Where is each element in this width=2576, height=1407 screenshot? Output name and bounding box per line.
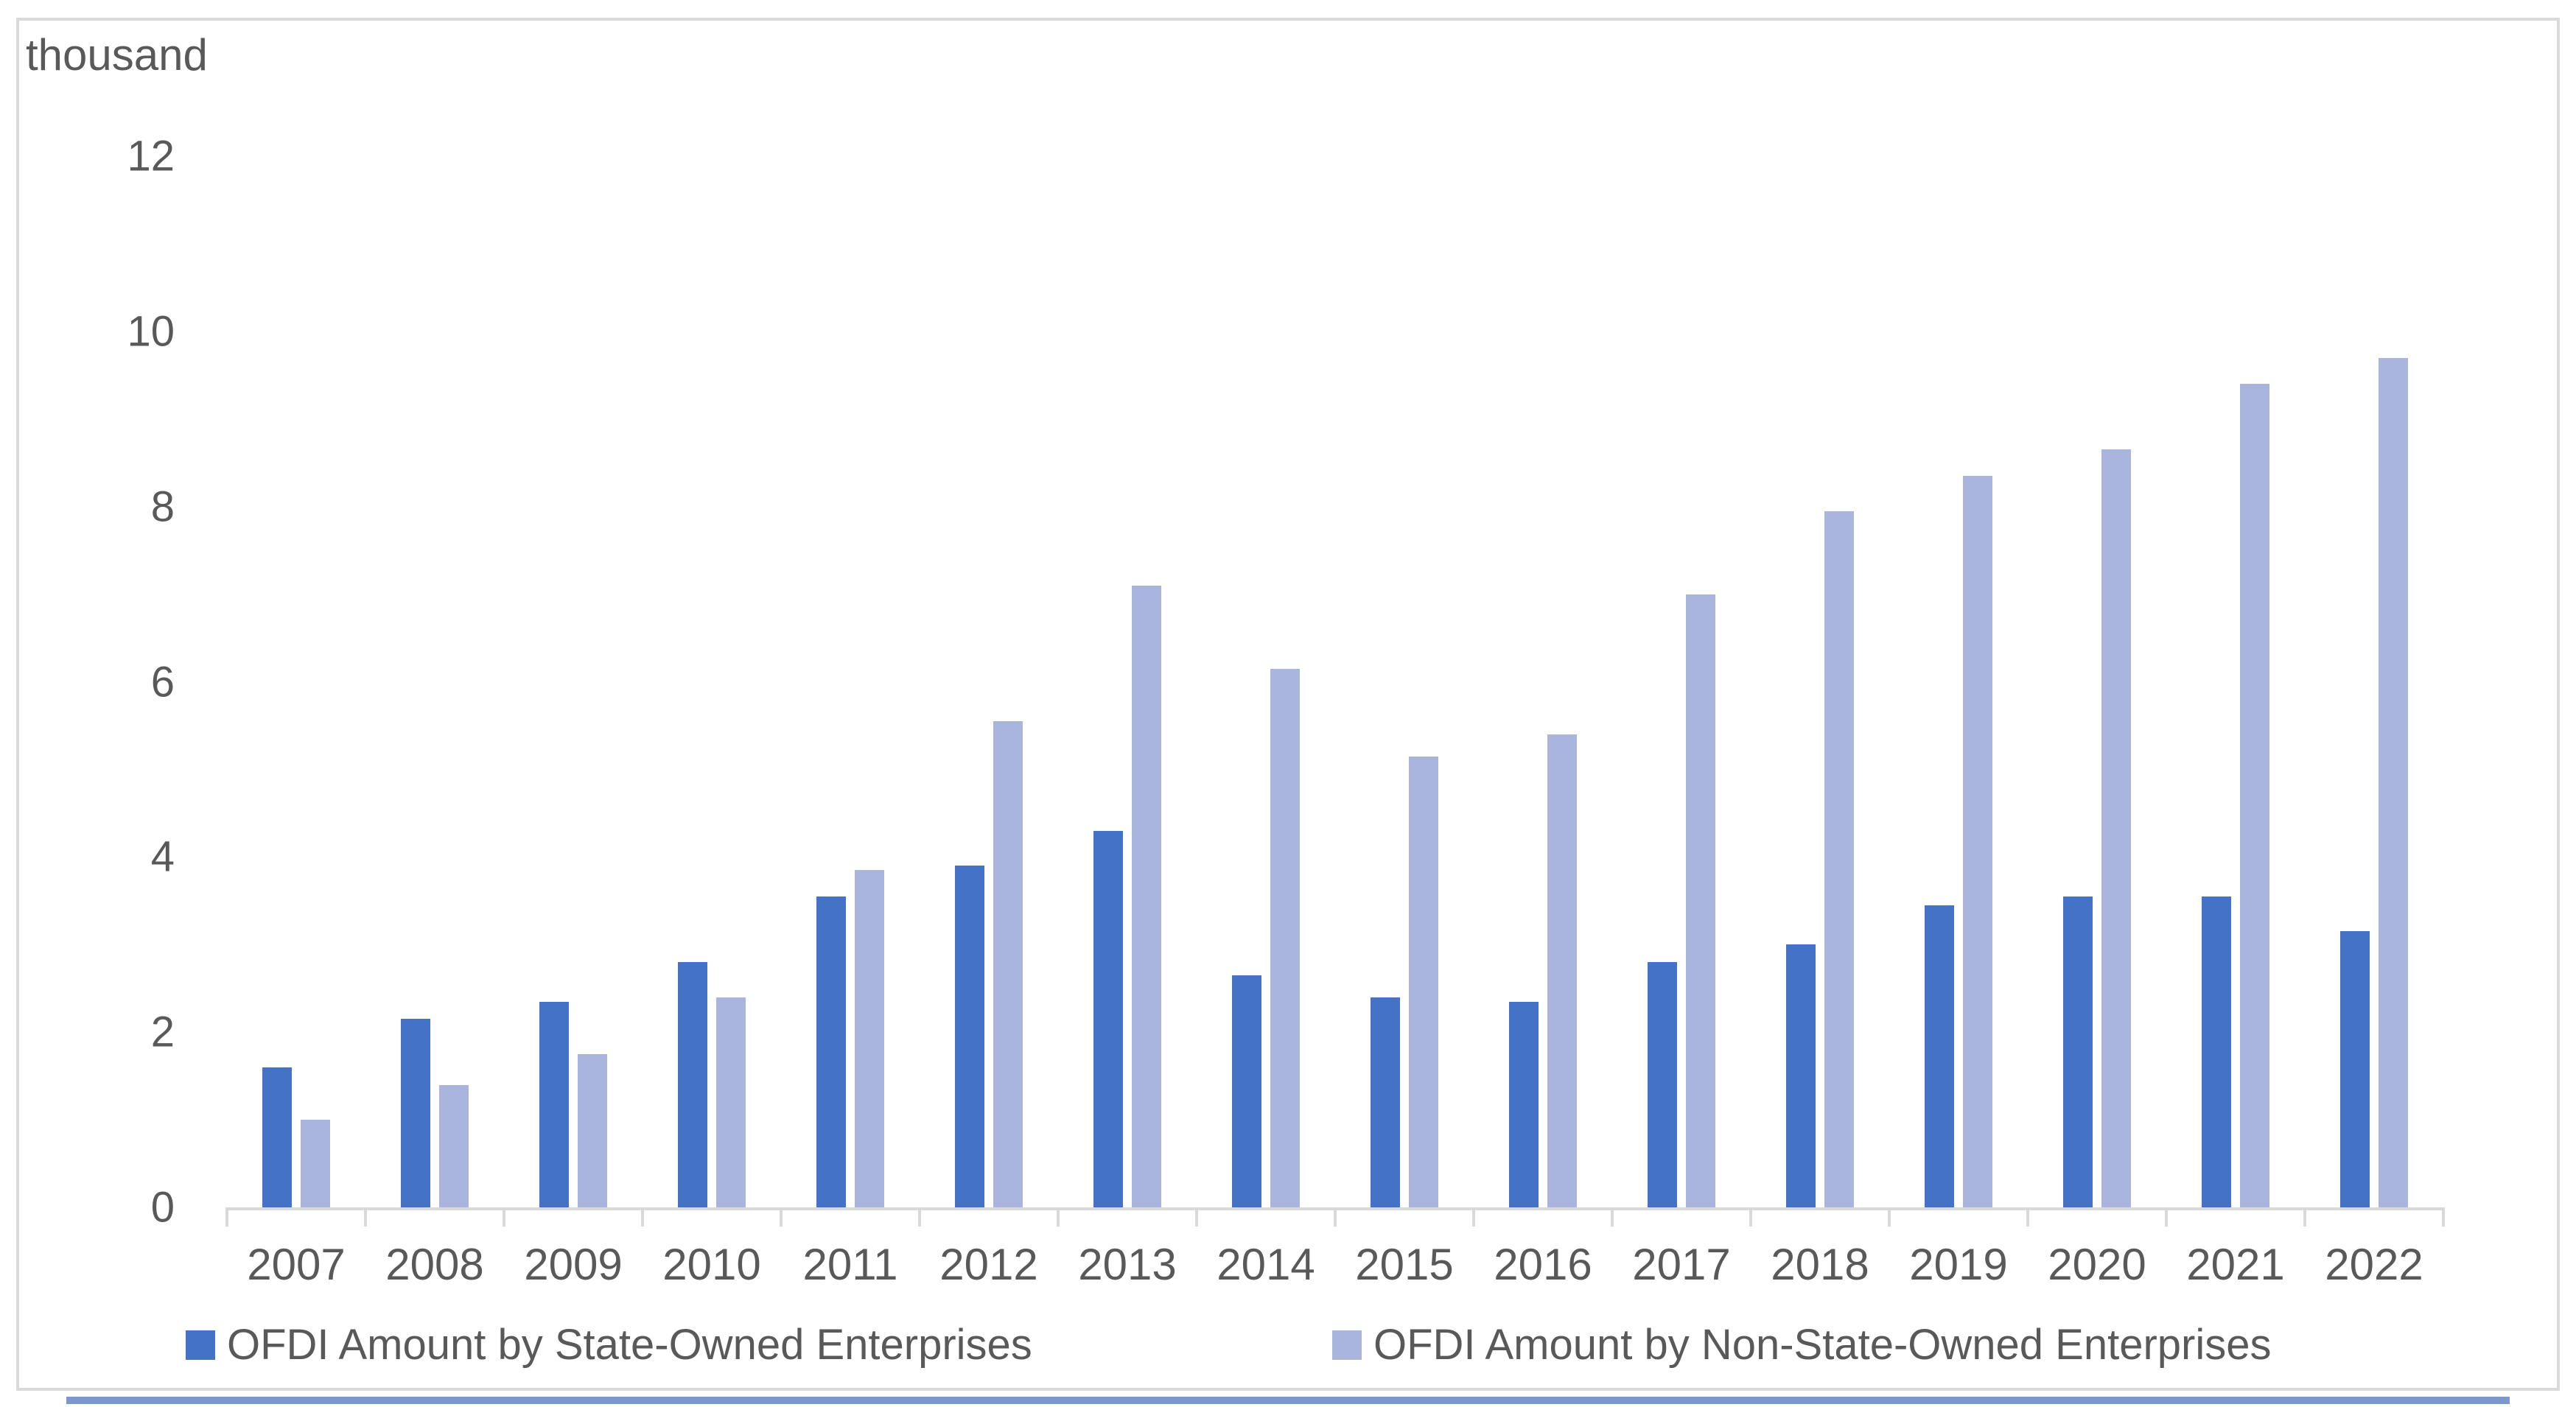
x-axis-tick-mark [1888, 1207, 1891, 1227]
legend-item-soe: OFDI Amount by State-Owned Enterprises [186, 1320, 1032, 1369]
x-axis-tick-mark [641, 1207, 644, 1227]
bar-nsoe-2019 [1963, 476, 1992, 1207]
y-axis-tick-label-4: 4 [150, 832, 175, 881]
x-axis-tick-label-2016: 2016 [1494, 1240, 1592, 1289]
x-axis-tick-mark [780, 1207, 783, 1227]
bar-nsoe-2013 [1132, 585, 1161, 1207]
bar-nsoe-2009 [578, 1053, 607, 1207]
bar-nsoe-2014 [1270, 668, 1300, 1207]
x-axis-tick-mark [225, 1207, 228, 1227]
x-axis-tick-label-2017: 2017 [1632, 1240, 1731, 1289]
bar-soe-2018 [1786, 944, 1816, 1207]
x-axis-tick-label-2022: 2022 [2325, 1240, 2423, 1289]
bar-soe-2016 [1509, 1001, 1539, 1207]
x-axis-tick-mark [503, 1207, 505, 1227]
x-axis-tick-mark [1195, 1207, 1198, 1227]
x-axis-tick-label-2010: 2010 [662, 1240, 761, 1289]
bar-nsoe-2016 [1547, 734, 1577, 1207]
legend-label: OFDI Amount by Non-State-Owned Enterpris… [1373, 1321, 2272, 1369]
x-axis-tick-mark [1334, 1207, 1337, 1227]
x-axis-tick-label-2008: 2008 [385, 1240, 484, 1289]
x-axis-tick-mark [2165, 1207, 2168, 1227]
bar-nsoe-2017 [1686, 594, 1715, 1207]
x-axis-tick-label-2012: 2012 [939, 1240, 1038, 1289]
bar-soe-2021 [2202, 896, 2231, 1207]
x-axis-tick-mark [1611, 1207, 1614, 1227]
bar-soe-2019 [1925, 905, 1954, 1207]
x-axis-tick-label-2011: 2011 [802, 1240, 898, 1289]
bar-soe-2022 [2340, 931, 2370, 1207]
bar-soe-2017 [1648, 962, 1677, 1207]
y-axis-tick-label-8: 8 [150, 483, 175, 531]
x-axis-tick-mark [2303, 1207, 2306, 1227]
y-axis-tick-label-0: 0 [150, 1183, 175, 1232]
x-axis-tick-mark [2026, 1207, 2029, 1227]
bar-soe-2009 [539, 1001, 569, 1207]
bar-soe-2008 [401, 1019, 430, 1207]
bar-nsoe-2012 [993, 721, 1023, 1207]
bar-soe-2010 [678, 962, 707, 1207]
bar-nsoe-2022 [2379, 357, 2408, 1207]
y-axis-unit-label: thousand [26, 30, 208, 80]
x-axis-tick-label-2021: 2021 [2186, 1240, 2285, 1289]
bar-nsoe-2018 [1824, 510, 1854, 1207]
y-axis-tick-label-6: 6 [150, 658, 175, 706]
bar-nsoe-2010 [716, 997, 746, 1207]
legend-item-nsoe: OFDI Amount by Non-State-Owned Enterpris… [1332, 1320, 2272, 1369]
x-axis-tick-label-2013: 2013 [1078, 1240, 1177, 1289]
bar-nsoe-2020 [2101, 449, 2131, 1207]
x-axis-tick-label-2018: 2018 [1771, 1240, 1869, 1289]
bar-soe-2015 [1371, 997, 1400, 1207]
bar-soe-2020 [2063, 896, 2093, 1207]
bar-soe-2013 [1093, 830, 1123, 1207]
legend-swatch-nsoe [1332, 1330, 1362, 1360]
bar-soe-2014 [1232, 975, 1261, 1207]
bar-soe-2012 [955, 866, 984, 1207]
bar-nsoe-2021 [2240, 384, 2269, 1207]
x-axis-tick-mark [1749, 1207, 1752, 1227]
bottom-accent-line [66, 1397, 2510, 1404]
x-axis-tick-mark [1057, 1207, 1060, 1227]
x-axis-tick-mark [1472, 1207, 1475, 1227]
bar-nsoe-2007 [301, 1120, 330, 1207]
bar-nsoe-2011 [855, 870, 884, 1207]
bar-soe-2011 [816, 896, 846, 1207]
x-axis-tick-label-2020: 2020 [2048, 1240, 2146, 1289]
x-axis-tick-label-2007: 2007 [247, 1240, 346, 1289]
y-axis-tick-label-10: 10 [127, 307, 175, 356]
x-axis-tick-mark [364, 1207, 367, 1227]
x-axis-tick-label-2009: 2009 [524, 1240, 623, 1289]
y-axis-tick-label-2: 2 [150, 1008, 175, 1056]
bar-nsoe-2008 [439, 1084, 469, 1207]
legend-swatch-soe [186, 1330, 215, 1360]
x-axis-tick-mark [2442, 1207, 2445, 1227]
bar-nsoe-2015 [1409, 756, 1438, 1207]
bar-soe-2007 [262, 1067, 292, 1207]
x-axis-tick-label-2014: 2014 [1217, 1240, 1315, 1289]
legend-label: OFDI Amount by State-Owned Enterprises [227, 1321, 1032, 1369]
x-axis-tick-label-2019: 2019 [1909, 1240, 2008, 1289]
x-axis-tick-mark [918, 1207, 921, 1227]
y-axis-tick-label-12: 12 [127, 132, 175, 180]
x-axis-tick-label-2015: 2015 [1355, 1240, 1454, 1289]
